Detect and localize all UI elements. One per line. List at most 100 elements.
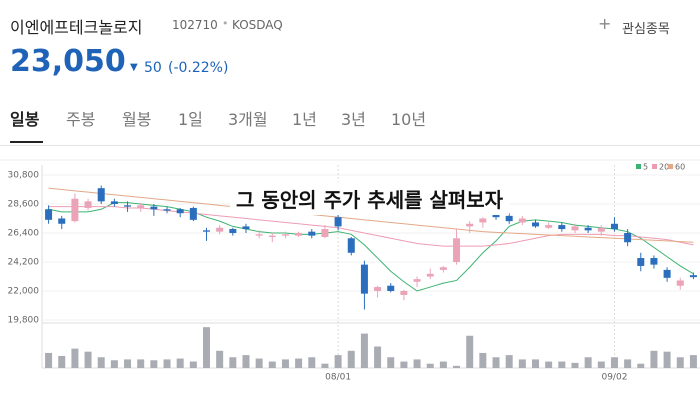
volume-bar <box>426 363 434 368</box>
candle-body <box>545 225 553 228</box>
candle-body <box>518 218 526 223</box>
tab[interactable]: 월봉 <box>122 110 152 129</box>
volume-bar <box>268 361 276 368</box>
candle-body <box>610 223 618 230</box>
candle-body <box>321 229 329 237</box>
overlay-text: 그 동안의 주가 추세를 살펴보자 <box>230 182 510 215</box>
volume-bar <box>558 361 566 368</box>
watch-icon[interactable]: + <box>598 14 612 33</box>
volume-bar <box>663 351 671 368</box>
volume-bar <box>439 361 447 368</box>
volume-bar <box>676 357 684 368</box>
change-pct: (-0.22%) <box>168 60 229 76</box>
candle-body <box>124 205 132 207</box>
candle-body <box>479 218 487 223</box>
volume-bar <box>45 352 53 368</box>
volume-bar <box>637 363 645 368</box>
volume-bar <box>321 363 329 368</box>
volume-bar <box>413 359 421 368</box>
x-tick-label: 09/02 <box>601 373 627 383</box>
candle-body <box>255 234 263 236</box>
volume-bar <box>334 355 342 368</box>
candle-body <box>45 209 53 220</box>
volume-bar <box>124 359 132 368</box>
volume-bar <box>308 357 316 368</box>
volume-bar <box>505 355 513 368</box>
volume-bar <box>242 355 250 368</box>
y-tick-label: 28,600 <box>8 200 40 210</box>
volume-bar <box>203 327 210 368</box>
volume-bar <box>610 357 618 368</box>
candle-body <box>466 223 474 227</box>
candle-body <box>137 205 145 208</box>
volume-bar <box>176 358 184 368</box>
candle-body <box>268 235 276 237</box>
candle-body <box>439 267 447 270</box>
volume-bar <box>347 350 355 368</box>
volume-bar <box>650 350 658 368</box>
candle-body <box>334 217 342 227</box>
y-tick-label: 24,200 <box>8 258 40 268</box>
stock-name: 이엔에프테크놀로지 <box>10 18 143 37</box>
market: KOSDAQ <box>232 18 283 32</box>
volume-bar <box>400 361 408 368</box>
candle-body <box>150 206 158 210</box>
tab[interactable]: 일봉 <box>10 110 40 129</box>
volume-bar <box>137 359 145 368</box>
candle-body <box>360 264 368 294</box>
volume-bar <box>492 357 500 368</box>
candle-body <box>400 291 408 295</box>
candle-body <box>492 214 500 218</box>
volume-bar <box>97 357 105 368</box>
y-tick-label: 26,400 <box>8 229 40 239</box>
volume-bar <box>360 333 368 368</box>
tab[interactable]: 10년 <box>391 110 427 129</box>
x-tick-label: 08/01 <box>325 373 351 383</box>
candle-body <box>281 234 289 236</box>
tab[interactable]: 1일 <box>178 110 203 129</box>
tab[interactable]: 1년 <box>292 110 317 129</box>
y-tick-label: 30,800 <box>8 171 40 181</box>
candle-body <box>347 238 355 253</box>
volume-bar <box>189 361 197 368</box>
volume-bar <box>110 360 118 368</box>
ma-line <box>48 202 694 292</box>
watch-button[interactable]: 관심종목 <box>622 22 670 37</box>
candle-body <box>532 222 539 227</box>
tab[interactable]: 주봉 <box>66 110 96 129</box>
candle-body <box>242 226 250 230</box>
candle-body <box>689 275 697 278</box>
y-tick-label: 19,800 <box>8 316 40 326</box>
price: 23,050 <box>10 44 126 79</box>
candle-body <box>308 231 316 236</box>
candle-body <box>229 229 237 233</box>
volume-bar <box>374 346 382 368</box>
candle-body <box>637 258 645 266</box>
volume-bar <box>584 357 592 368</box>
volume-bar <box>624 359 632 368</box>
volume-bar <box>295 358 303 368</box>
volume-bar <box>255 358 263 368</box>
candle-body <box>110 201 118 204</box>
volume-bar <box>545 361 553 368</box>
legend-label: 5 <box>643 163 648 172</box>
tab[interactable]: 3개월 <box>228 110 268 129</box>
tab[interactable]: 3년 <box>341 110 366 129</box>
candle-body <box>216 227 224 232</box>
candle-body <box>387 285 395 291</box>
volume-bar <box>571 362 579 368</box>
volume-bar <box>466 335 474 368</box>
candle-body <box>374 287 382 291</box>
change: 50 <box>144 60 162 76</box>
candle-body <box>97 188 105 202</box>
volume-bar <box>532 359 539 368</box>
candle-body <box>597 227 605 232</box>
candle-body <box>650 258 658 265</box>
candle-body <box>295 233 303 236</box>
volume-bar <box>479 352 487 368</box>
candle-body <box>413 279 421 282</box>
volume-bar <box>689 355 697 368</box>
stock-code: 102710 <box>172 18 218 32</box>
candle-body <box>676 280 684 286</box>
